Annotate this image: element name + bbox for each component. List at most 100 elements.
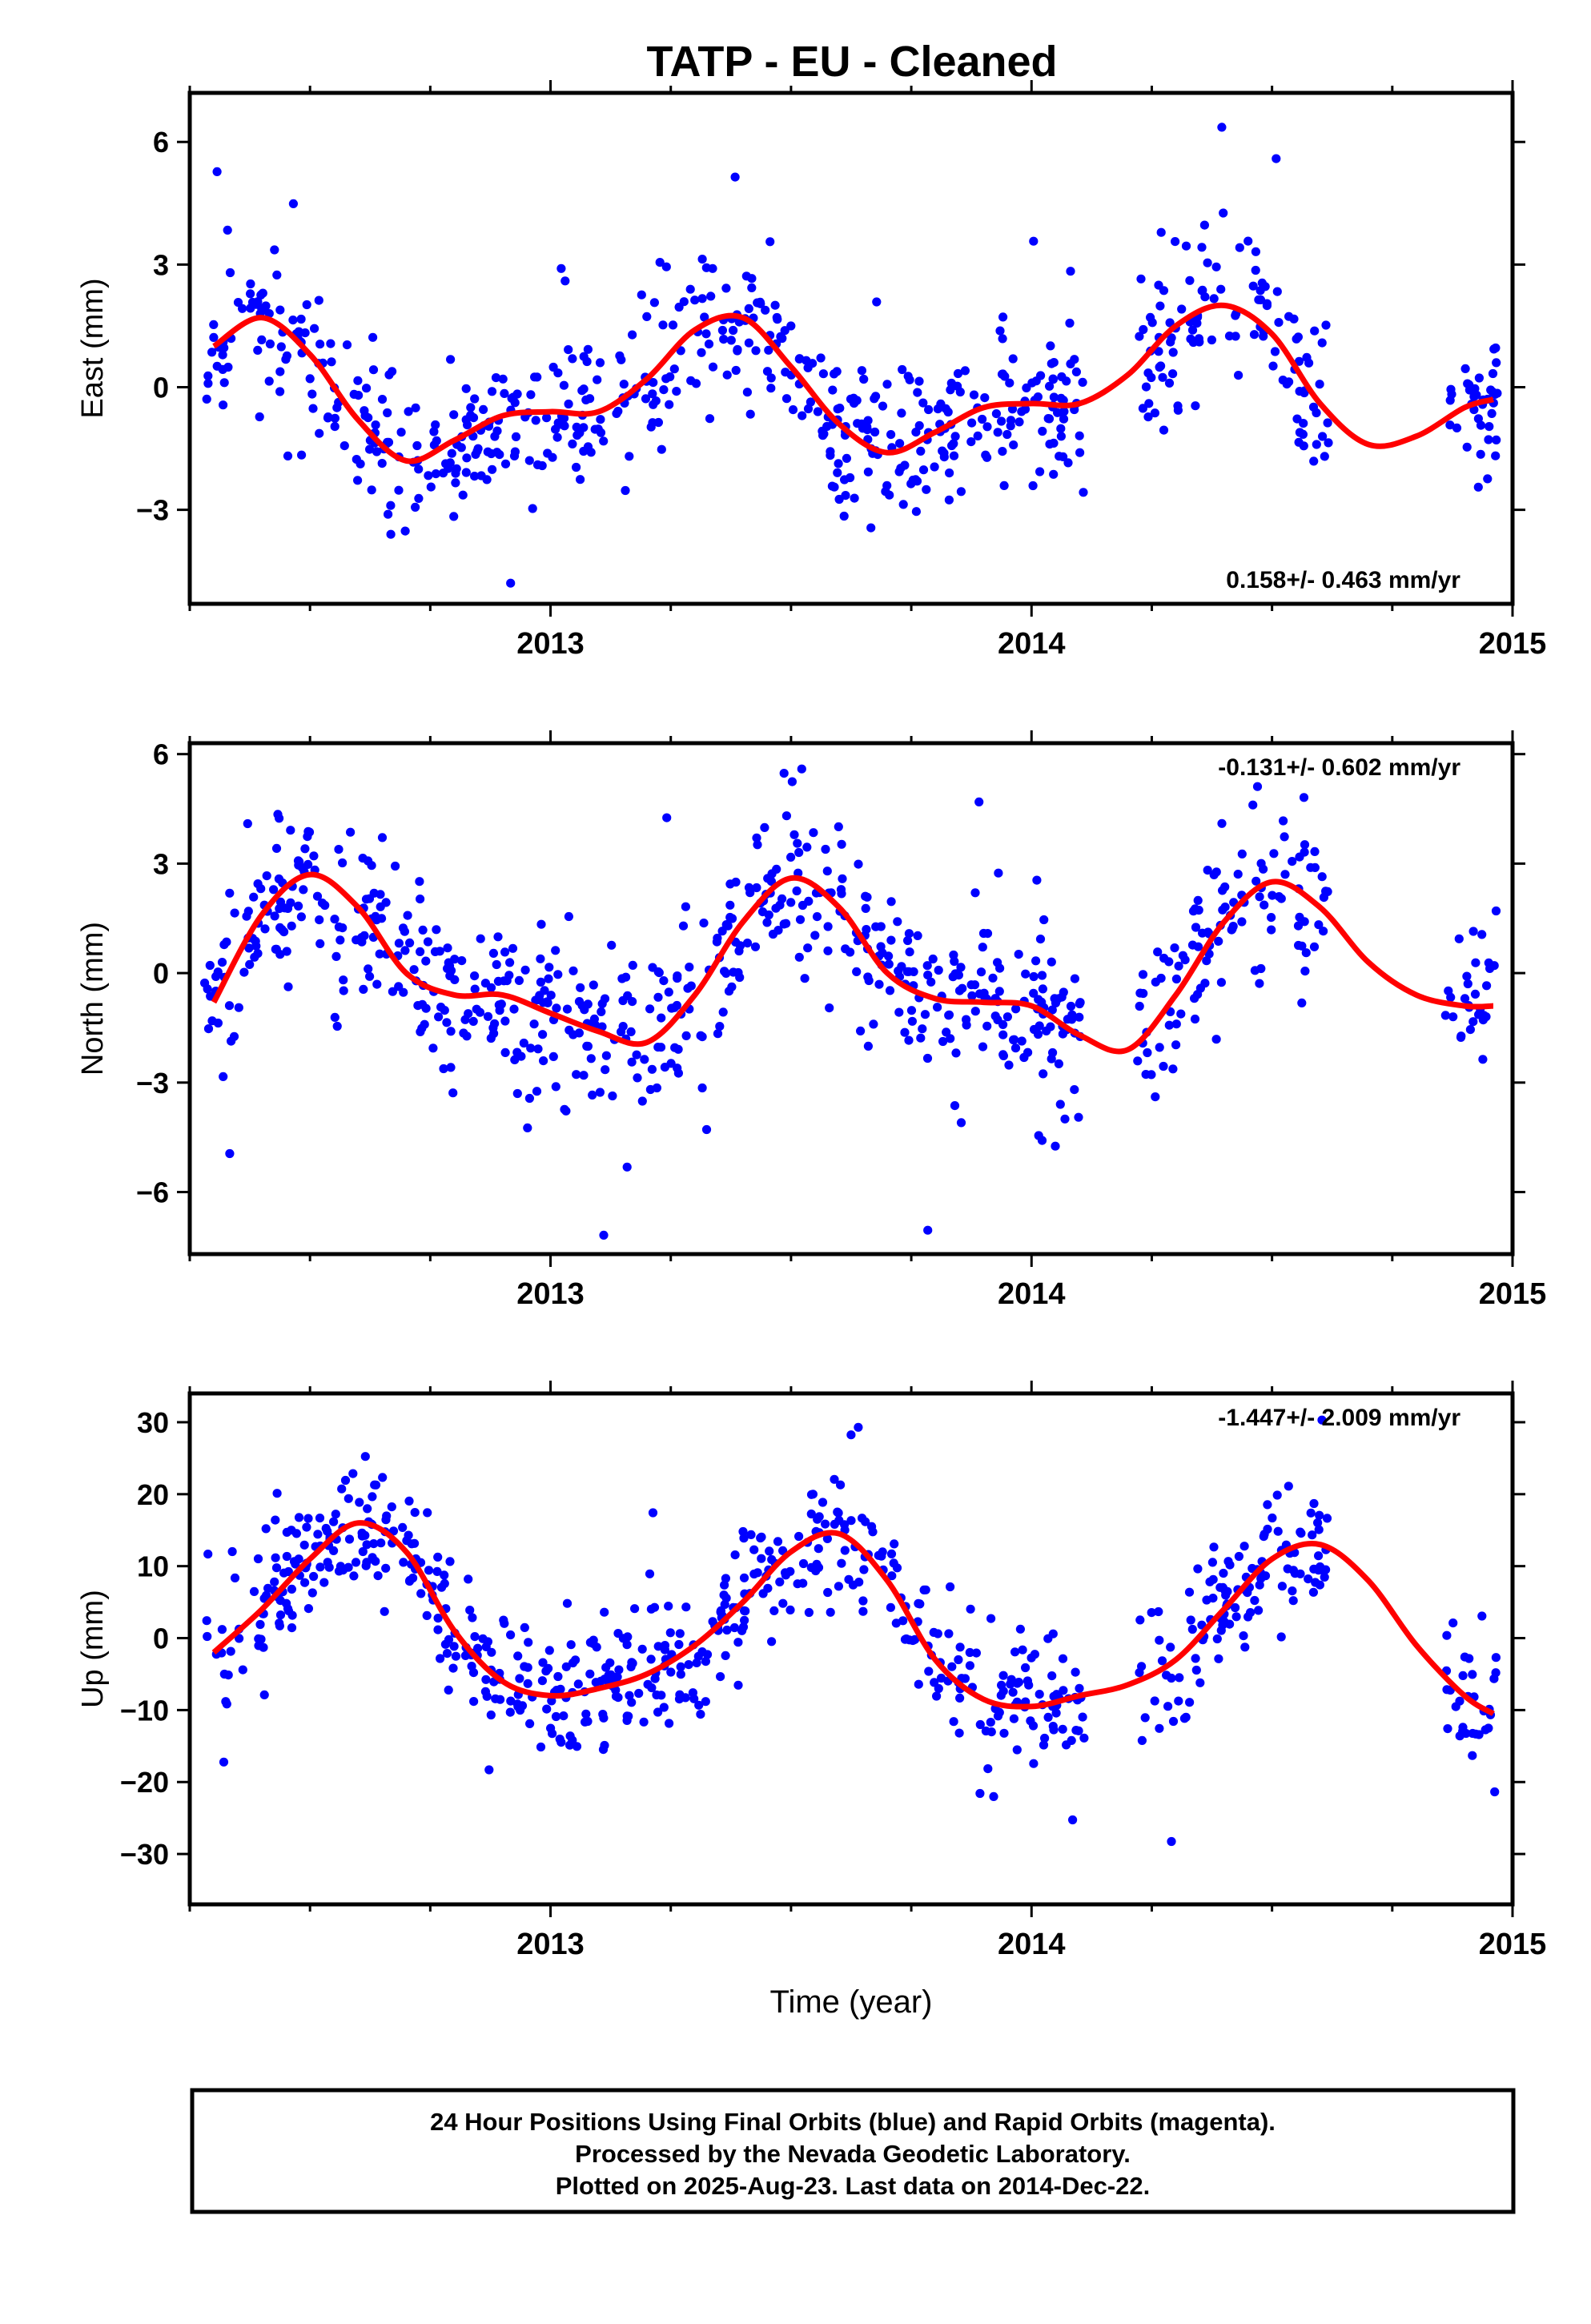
north-data-point [970, 888, 980, 898]
east-model-curve [212, 302, 1494, 464]
east-data-point [1139, 324, 1148, 335]
north-data-point [1034, 995, 1043, 1004]
footer-line-2: Processed by the Nevada Geodetic Laborat… [575, 2140, 1131, 2168]
north-data-point [1051, 998, 1061, 1007]
up-data-point [1181, 1712, 1191, 1722]
up-data-point [517, 1701, 528, 1711]
east-data-point [305, 374, 315, 384]
north-data-point [442, 1018, 452, 1027]
north-data-point [398, 923, 408, 933]
up-data-point [834, 1582, 843, 1591]
east-data-point [353, 476, 363, 485]
north-data-point [1482, 981, 1492, 991]
north-data-point [1191, 923, 1201, 932]
up-data-point [971, 1648, 981, 1658]
up-data-point [986, 1718, 995, 1727]
north-data-point [1193, 942, 1203, 951]
north-data-point [464, 1009, 473, 1019]
east-data-point [394, 485, 404, 495]
north-data-point [225, 888, 235, 898]
up-data-point [219, 1757, 229, 1767]
up-data-point [1223, 1557, 1233, 1566]
up-data-point [444, 1634, 454, 1644]
east-data-point [288, 316, 298, 325]
east-data-point [491, 373, 501, 383]
up-data-point [798, 1558, 809, 1569]
up-data-point [303, 1604, 313, 1614]
up-data-point [1075, 1683, 1084, 1693]
east-data-point [524, 456, 534, 465]
up-data-point [202, 1616, 211, 1626]
north-data-point [1039, 915, 1049, 925]
east-data-point [846, 394, 856, 404]
north-data-point [632, 1050, 641, 1059]
east-data-point [668, 320, 678, 330]
up-data-point [861, 1517, 870, 1526]
up-data-point [1442, 1630, 1452, 1640]
north-data-point [339, 975, 348, 985]
east-data-point [446, 355, 456, 364]
up-points [202, 1415, 1501, 1847]
north-data-point [560, 1104, 569, 1114]
east-data-point [246, 289, 255, 299]
east-data-point [1143, 368, 1153, 378]
east-data-point [882, 380, 892, 389]
east-data-point [628, 330, 637, 340]
east-data-point [966, 437, 976, 447]
up-data-point [538, 1658, 548, 1667]
north-data-point [375, 949, 384, 959]
east-data-point [276, 342, 286, 352]
east-data-point [1197, 243, 1207, 252]
east-data-point [577, 386, 587, 396]
east-data-point [1065, 318, 1075, 328]
north-data-point [505, 958, 515, 967]
north-data-point [595, 1088, 605, 1097]
north-data-point [253, 949, 263, 959]
figure-title: TATP - EU - Cleaned [646, 38, 1057, 86]
up-data-point [223, 1671, 233, 1680]
east-data-point [296, 314, 306, 324]
east-data-point [947, 440, 957, 451]
east-data-point [1318, 432, 1328, 441]
north-data-point [1227, 924, 1237, 934]
up-data-point [468, 1613, 477, 1622]
north-data-point [1233, 870, 1243, 879]
north-data-point [234, 1003, 243, 1012]
up-data-point [358, 1546, 368, 1557]
east-data-point [1217, 123, 1227, 132]
east-data-point [892, 617, 901, 626]
east-data-point [998, 334, 1007, 344]
east-data-point [264, 376, 274, 386]
east-data-point [528, 504, 537, 513]
north-data-point [262, 871, 271, 881]
east-data-point [1177, 304, 1187, 314]
north-data-point [1055, 1100, 1065, 1109]
up-data-point [598, 1745, 609, 1755]
up-data-point [646, 1655, 656, 1664]
up-data-point [1162, 1671, 1171, 1680]
up-data-point [287, 1623, 297, 1633]
north-data-point [861, 903, 870, 913]
east-data-point [913, 388, 922, 397]
east-data-point [365, 444, 375, 454]
north-data-point [1193, 895, 1203, 905]
east-data-point [839, 511, 849, 521]
up-data-point [1071, 1726, 1081, 1735]
north-data-point [1176, 1009, 1186, 1019]
north-data-point [934, 965, 943, 975]
north-data-point [1171, 1040, 1181, 1050]
east-data-point [773, 315, 782, 324]
north-data-point [339, 986, 348, 995]
north-y-tick-label: −6 [136, 1176, 169, 1209]
up-data-point [1137, 1662, 1147, 1671]
north-data-point [394, 939, 404, 948]
north-data-point [956, 1118, 966, 1128]
up-data-point [794, 1531, 804, 1542]
up-data-point [947, 1662, 957, 1671]
up-data-point [867, 1522, 877, 1531]
east-data-point [690, 296, 700, 305]
east-data-point [897, 408, 906, 418]
east-data-point [1138, 404, 1147, 413]
up-data-point [1168, 1716, 1179, 1727]
north-data-point [779, 919, 789, 929]
